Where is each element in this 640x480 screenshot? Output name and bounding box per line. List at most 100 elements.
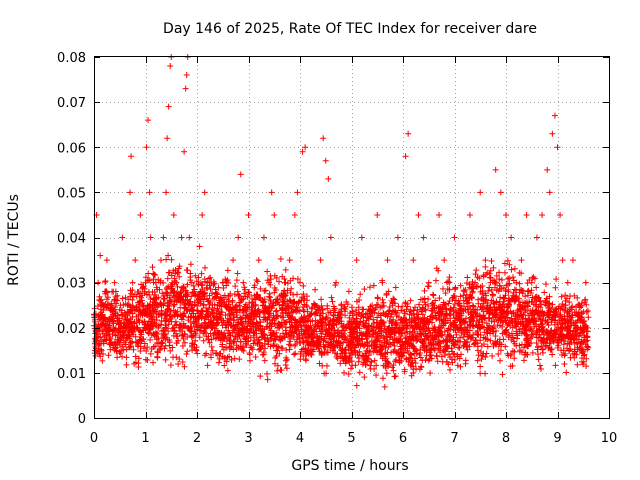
roti-point [411,328,418,335]
roti-point [516,326,523,333]
roti-point [145,117,152,124]
roti-point [520,344,527,351]
roti-point [333,279,340,286]
roti-point [167,347,174,354]
roti-point [107,346,114,353]
roti-point [139,302,146,309]
roti-point [165,269,172,276]
roti-point [544,330,551,337]
roti-point [237,338,244,345]
roti-point [161,295,168,302]
roti-point [132,353,139,360]
roti-point [489,353,496,360]
roti-point [416,301,423,308]
roti-point [282,357,289,364]
roti-point [370,316,377,323]
roti-point [562,297,569,304]
roti-point [392,284,399,291]
roti-point [490,264,497,271]
roti-point [401,310,408,317]
roti-point [482,271,489,278]
roti-point [442,305,449,312]
roti-point [582,279,589,286]
roti-point [446,337,453,344]
roti-point [158,301,165,308]
roti-point [559,321,566,328]
roti-point [508,266,515,273]
roti-point [430,302,437,309]
roti-point [555,305,562,312]
roti-point [562,292,569,299]
roti-point [345,371,352,378]
roti-point [255,257,262,264]
roti-point [513,294,520,301]
roti-point [370,342,377,349]
roti-point [421,306,428,313]
roti-point [565,330,572,337]
roti-point [209,347,216,354]
roti-point [412,320,419,327]
roti-point [267,276,274,283]
roti-point [318,302,325,309]
roti-point [114,315,121,322]
roti-point [364,314,371,321]
roti-point [135,316,142,323]
roti-point [160,234,167,241]
roti-point [474,357,481,364]
roti-point [207,274,214,281]
roti-point [433,265,440,272]
roti-point [497,314,504,321]
roti-point [445,300,452,307]
roti-point [339,347,346,354]
roti-point [227,343,234,350]
roti-point [555,324,562,331]
roti-point [493,287,500,294]
roti-point [276,292,283,299]
roti-point [195,274,202,281]
roti-point [97,311,104,318]
roti-point [106,328,113,335]
roti-point [504,276,511,283]
roti-point [356,337,363,344]
roti-point [230,346,237,353]
roti-point [264,268,271,275]
roti-point [456,325,463,332]
roti-point [551,112,558,119]
roti-point [377,337,384,344]
roti-point [373,372,380,379]
roti-point [510,289,517,296]
roti-point [240,347,247,354]
roti-point [460,333,467,340]
roti-point [116,306,123,313]
roti-point [192,330,199,337]
roti-point [160,296,167,303]
roti-point [468,281,475,288]
roti-point [286,257,293,264]
roti-point [567,346,574,353]
roti-point [128,328,135,335]
roti-point [261,340,268,347]
roti-point [303,324,310,331]
roti-point [161,345,168,352]
x-tick-label: 1 [141,431,149,446]
roti-point [430,292,437,299]
roti-point [112,345,119,352]
roti-point [288,285,295,292]
roti-point [201,189,208,196]
roti-point [417,346,424,353]
roti-point [525,343,532,350]
roti-point [422,307,429,314]
roti-point [232,334,239,341]
roti-point [456,355,463,362]
roti-point [560,341,567,348]
roti-point [460,303,467,310]
roti-point [132,306,139,313]
roti-point [522,293,529,300]
roti-point [312,309,319,316]
roti-point [585,344,592,351]
roti-point [574,361,581,368]
grid [94,57,609,418]
roti-point [317,336,324,343]
roti-point [447,326,454,333]
roti-point [200,296,207,303]
